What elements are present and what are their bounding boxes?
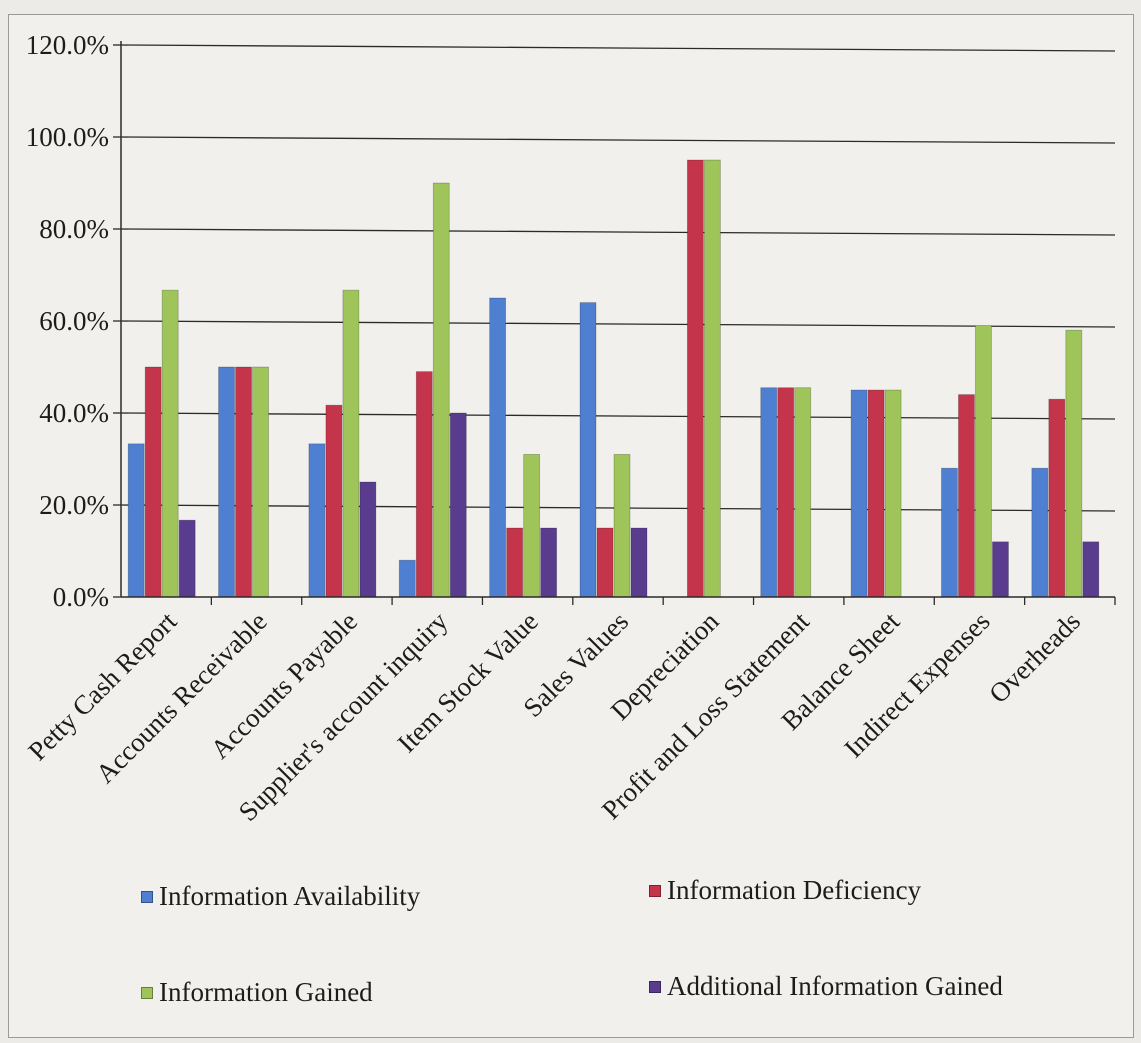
x-category-label: Overheads <box>983 606 1086 709</box>
legend-label: Information Deficiency <box>667 875 922 905</box>
x-category-label: Petty Cash Report <box>22 606 183 767</box>
bar <box>1082 541 1100 598</box>
axes <box>113 41 1116 605</box>
bar <box>1031 467 1049 598</box>
bar <box>252 366 269 598</box>
gridline <box>120 320 1116 328</box>
legend-swatch-deficiency <box>649 884 661 897</box>
bar <box>506 527 524 598</box>
chart-frame: 0.0% 20.0% 40.0% 60.0% 80.0% 100.0% 120.0% Pett… <box>8 14 1134 1038</box>
bar <box>850 389 868 598</box>
bar <box>596 527 614 598</box>
bar <box>794 387 812 598</box>
legend-item-information-availability: Information Availability <box>141 881 420 912</box>
bar <box>579 302 597 598</box>
bar <box>523 453 541 598</box>
bar <box>777 387 795 598</box>
bar <box>178 519 196 598</box>
gridline <box>120 228 1116 236</box>
legend-label: Information Gained <box>159 977 373 1007</box>
legend-item-information-gained: Information Gained <box>141 977 373 1008</box>
bar <box>342 289 360 598</box>
bar <box>359 481 377 598</box>
bar <box>703 159 721 598</box>
axis-labels: 0.0% 20.0% 40.0% 60.0% 80.0% 100.0% 120.0% Pett… <box>22 30 1086 827</box>
bar <box>218 366 235 598</box>
bar <box>941 467 958 598</box>
y-tick-label: 80.0% <box>39 214 109 244</box>
gridline <box>120 44 1116 52</box>
bars <box>127 159 1100 598</box>
bar <box>235 366 252 598</box>
bar <box>613 453 631 598</box>
bar <box>975 325 992 598</box>
bar <box>308 443 326 598</box>
bar <box>630 527 648 598</box>
bar <box>449 412 467 598</box>
bar <box>415 371 433 598</box>
bar-chart: 0.0% 20.0% 40.0% 60.0% 80.0% 100.0% 120.0% Pett… <box>22 30 1116 827</box>
bar <box>127 443 145 598</box>
legend-label: Additional Information Gained <box>667 971 1003 1001</box>
y-tick-label: 40.0% <box>39 398 109 428</box>
x-category-label: Accounts Receivable <box>90 606 273 789</box>
bar <box>144 366 162 598</box>
bar <box>398 559 416 598</box>
y-tick-label: 60.0% <box>39 306 109 336</box>
bar <box>161 289 179 598</box>
legend-swatch-availability <box>141 890 153 903</box>
legend-item-information-deficiency: Information Deficiency <box>649 875 921 906</box>
gridline <box>120 136 1116 144</box>
legend-item-additional-information-gained: Additional Information Gained <box>649 971 1003 1002</box>
bar <box>325 404 343 598</box>
bar <box>760 387 778 598</box>
y-tick-label: 0.0% <box>53 582 109 612</box>
bar <box>958 394 975 598</box>
bar <box>432 182 450 598</box>
bar <box>1065 329 1083 598</box>
bar <box>992 541 1009 598</box>
bar <box>1048 398 1066 598</box>
legend-label: Information Availability <box>159 881 421 911</box>
bar <box>540 527 558 598</box>
y-tick-label: 100.0% <box>26 122 109 152</box>
bar <box>686 159 704 598</box>
bar <box>884 389 902 598</box>
legend-swatch-additional <box>649 980 661 993</box>
y-tick-label: 20.0% <box>39 490 109 520</box>
gridline <box>120 412 1116 420</box>
y-tick-label: 120.0% <box>26 30 109 60</box>
legend-swatch-gained <box>141 986 153 999</box>
bar <box>867 389 885 598</box>
bar <box>489 297 507 598</box>
